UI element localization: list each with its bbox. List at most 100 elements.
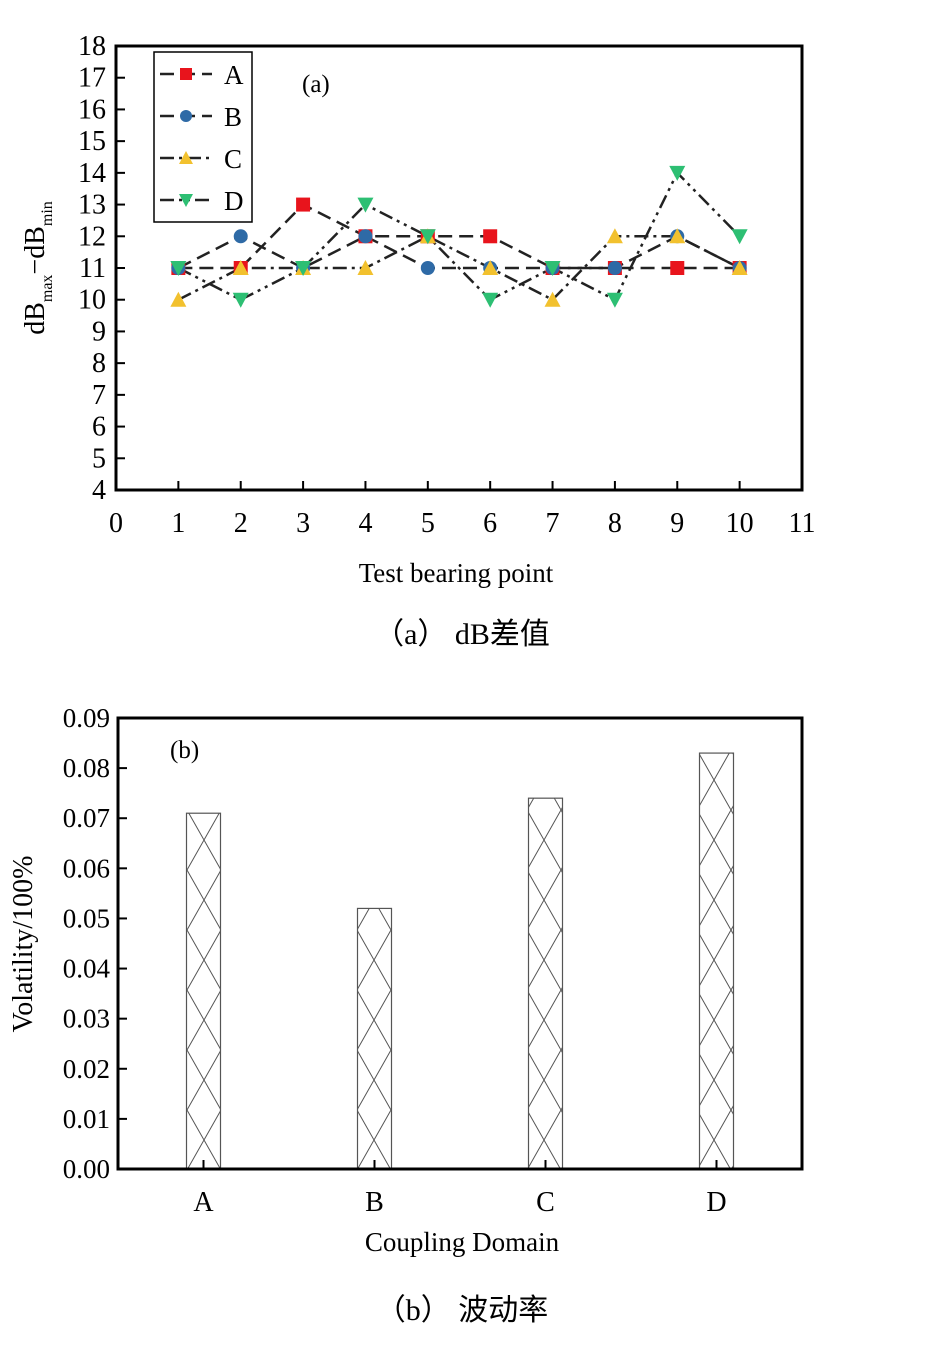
x-tick-label: B — [365, 1187, 384, 1218]
series-line — [178, 203, 740, 270]
legend-label: C — [224, 144, 242, 174]
x-tick-label: 1 — [171, 508, 185, 539]
x-tick-label: 7 — [546, 508, 560, 539]
legend-entry: A — [160, 60, 244, 90]
y-label-mid: −dB — [20, 226, 51, 274]
data-point-marker — [731, 229, 748, 245]
x-tick-label: 3 — [296, 508, 310, 539]
y-tick-label: 5 — [92, 443, 106, 474]
x-tick-label: 9 — [670, 508, 684, 539]
legend-entry: D — [160, 186, 244, 216]
data-point-marker — [606, 292, 623, 308]
x-tick-label: 8 — [608, 508, 622, 539]
y-tick-label: 0.08 — [63, 753, 110, 783]
y-tick-label: 10 — [78, 285, 106, 316]
y-tick-label: 18 — [78, 31, 106, 62]
data-point-marker — [179, 194, 193, 207]
data-point-marker — [357, 197, 374, 213]
y-tick-label: 8 — [92, 348, 106, 379]
y-label-sub-min: min — [39, 201, 56, 226]
data-point-marker — [179, 151, 193, 164]
bars-layer — [185, 752, 735, 1170]
y-label-sub-max: max — [39, 275, 56, 303]
y-axis-label: dBmax−dBmin — [20, 201, 56, 335]
y-tick-label: 6 — [92, 412, 106, 443]
y-tick-label: 0.03 — [63, 1004, 110, 1034]
x-tick-label: 4 — [358, 508, 372, 539]
y-tick-label: 0.02 — [63, 1054, 110, 1084]
data-point-marker — [295, 261, 312, 276]
series-d — [177, 170, 741, 302]
y-tick-label: 0.04 — [63, 954, 111, 984]
data-point-marker — [233, 229, 248, 244]
caption-b: （b） 波动率 — [376, 1294, 549, 1327]
data-point-marker — [232, 292, 249, 308]
data-point-marker — [669, 228, 686, 244]
data-point-marker — [544, 291, 561, 307]
plot-frame — [116, 716, 804, 1171]
data-point-marker — [669, 165, 686, 181]
x-tick-label: A — [193, 1187, 214, 1218]
data-point-marker — [232, 260, 249, 275]
bar-d — [698, 752, 735, 1170]
legend-box — [153, 51, 253, 223]
y-tick-label: 0.05 — [63, 903, 110, 933]
caption-a: （a） dB差值 — [374, 618, 550, 651]
y-tick-label: 17 — [78, 63, 106, 94]
y-tick-label: 0.01 — [63, 1104, 110, 1134]
series-line — [177, 170, 741, 302]
panel-label: (b) — [170, 737, 199, 764]
y-label-main: dB — [20, 302, 51, 335]
x-tick-label: 5 — [421, 508, 435, 539]
data-point-marker — [180, 68, 192, 80]
data-point-marker — [420, 261, 435, 275]
data-point-marker — [607, 261, 622, 275]
y-tick-label: 0.00 — [63, 1154, 110, 1184]
data-point-marker — [419, 229, 436, 245]
x-tick-label: C — [536, 1187, 555, 1218]
y-axis-label: Volatility/100% — [8, 856, 39, 1033]
panel-label: (a) — [302, 71, 330, 98]
series-a — [178, 203, 740, 270]
data-point-marker — [606, 228, 623, 244]
y-tick-label: 0.06 — [63, 853, 110, 883]
x-tick-label: 0 — [109, 508, 123, 539]
x-tick-label: 2 — [234, 508, 248, 539]
data-point-marker — [731, 260, 748, 275]
y-tick-label: 16 — [78, 94, 106, 125]
legend-label: D — [224, 186, 244, 216]
data-point-marker — [180, 110, 192, 122]
y-tick-label: 0.07 — [63, 803, 110, 833]
y-tick-label: 15 — [78, 126, 106, 157]
series-d-markers — [170, 165, 748, 308]
y-tick-label: 0.09 — [63, 703, 110, 733]
legend-entry: C — [160, 144, 242, 174]
y-tick-label: 7 — [92, 380, 106, 411]
data-point-marker — [170, 261, 187, 276]
legend-label: A — [224, 60, 244, 90]
y-tick-label: 13 — [78, 190, 106, 221]
bar-a — [185, 812, 222, 1170]
data-point-marker — [670, 261, 685, 275]
bar-chart-panel: 0.00 0.01 0.02 0.03 0.04 0.05 0.06 0.07 0.08 0.09… — [8, 703, 804, 1327]
bar-b — [356, 907, 393, 1170]
data-point-marker — [482, 292, 499, 308]
y-tick-label: 12 — [78, 221, 106, 252]
y-tick-label: 14 — [78, 158, 106, 189]
x-tick-label: 6 — [483, 508, 497, 539]
data-point-marker — [296, 197, 311, 212]
legend-label: B — [224, 102, 242, 132]
legend-entry: B — [160, 102, 242, 132]
x-axis-label: Test bearing point — [359, 558, 554, 588]
x-tick-label: 10 — [726, 508, 754, 539]
series-a-markers — [171, 197, 747, 275]
data-point-marker — [482, 260, 499, 275]
data-point-marker — [170, 291, 187, 307]
data-point-marker — [544, 261, 561, 276]
data-point-marker — [357, 260, 374, 275]
y-tick-label: 11 — [79, 253, 106, 284]
series-layer — [170, 165, 748, 308]
